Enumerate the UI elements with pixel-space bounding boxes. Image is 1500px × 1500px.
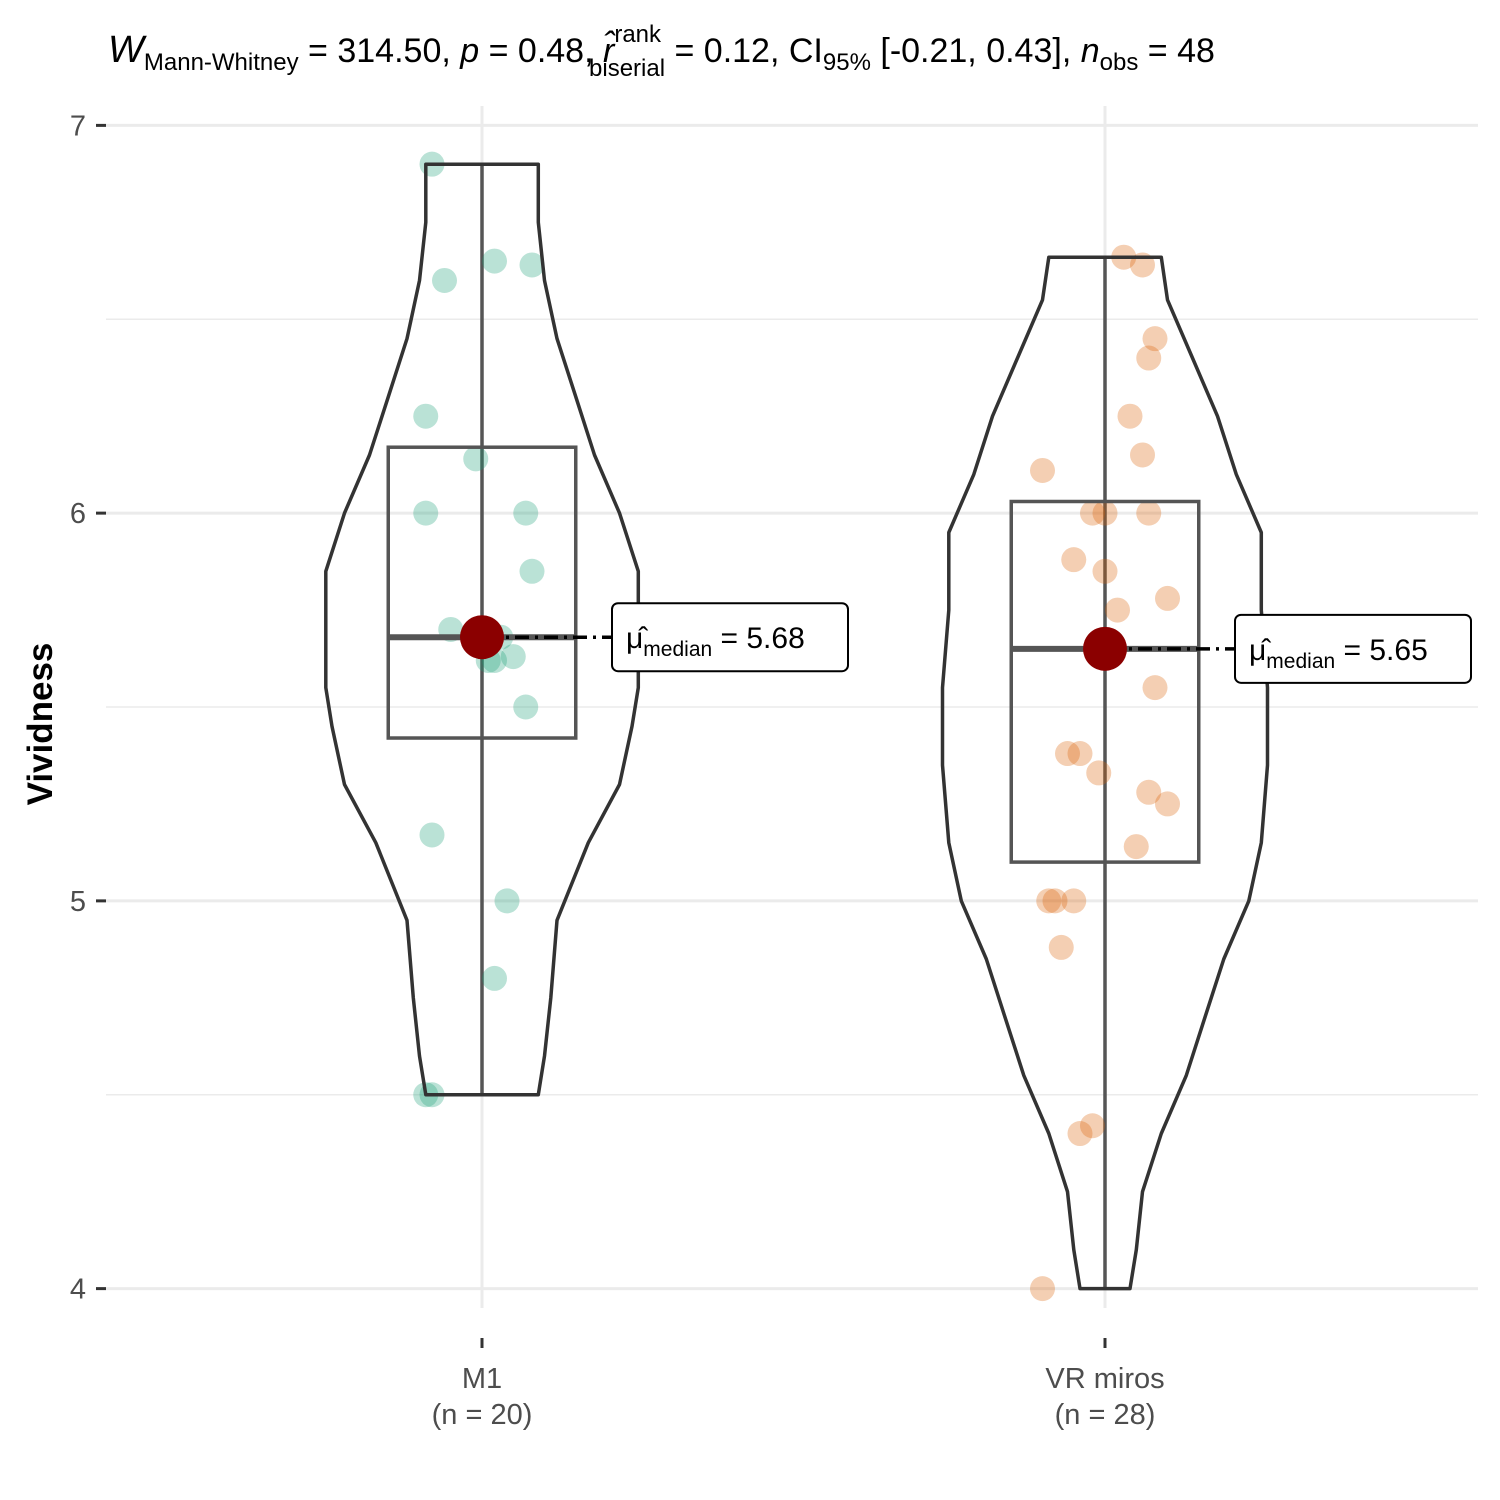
data-point	[1142, 326, 1168, 352]
data-point	[1142, 675, 1168, 701]
data-point	[1117, 403, 1143, 429]
data-point	[1055, 741, 1080, 767]
data-point	[419, 822, 445, 848]
data-point	[1048, 934, 1074, 960]
violins: μ̂median = 5.68 μ̂median = 5.65	[324, 151, 1472, 1302]
y-axis-label: Vividness	[21, 643, 60, 806]
box	[386, 445, 578, 740]
data-point	[519, 252, 545, 278]
data-point	[463, 446, 489, 472]
data-point	[1086, 760, 1112, 786]
data-point	[1105, 597, 1130, 623]
x-tick-label: M1	[462, 1363, 502, 1395]
median-label-box	[1234, 613, 1472, 684]
data-point	[1130, 442, 1155, 468]
data-point	[1067, 741, 1093, 767]
median-point	[1083, 626, 1127, 671]
data-point	[513, 500, 539, 526]
data-point	[1030, 1276, 1055, 1302]
median-point	[460, 615, 504, 660]
data-point	[1061, 547, 1087, 573]
data-point	[1136, 779, 1162, 805]
data-point	[1061, 888, 1087, 914]
data-point	[513, 694, 539, 720]
data-point	[413, 500, 439, 526]
violin-outline	[324, 162, 641, 1097]
data-point	[1155, 585, 1180, 611]
violin-outline	[940, 255, 1270, 1291]
data-point	[1136, 345, 1162, 371]
data-point	[1155, 791, 1180, 817]
chart-subtitle: WMann-Whitney = 314.50, p = 0.48, r̂rank…	[108, 21, 1215, 82]
data-point	[413, 403, 439, 429]
y-tick-label: 7	[70, 110, 86, 142]
data-point	[1030, 457, 1055, 483]
data-point	[1092, 500, 1118, 526]
data-point	[1036, 888, 1062, 914]
x-tick-label: VR miros	[1045, 1363, 1164, 1395]
data-point	[432, 267, 457, 293]
group-1: μ̂median = 5.65	[940, 244, 1472, 1302]
axes: 4 5 6 7 M1 (n = 20) VR miros (n = 28)	[70, 110, 1165, 1431]
y-tick-label: 5	[70, 886, 86, 918]
x-tick-n-label: (n = 20)	[432, 1399, 533, 1431]
median-label: μ̂median = 5.68	[626, 622, 805, 661]
y-tick-label: 6	[70, 498, 86, 530]
data-point	[482, 965, 507, 991]
data-point	[482, 248, 507, 274]
data-point	[494, 888, 520, 914]
grid	[106, 106, 1478, 1308]
data-point	[1136, 500, 1162, 526]
x-tick-n-label: (n = 28)	[1055, 1399, 1156, 1431]
data-point	[1067, 1121, 1093, 1147]
median-label: μ̂median = 5.65	[1249, 634, 1428, 673]
box	[1009, 499, 1201, 864]
data-point	[1092, 558, 1118, 584]
data-point	[1123, 834, 1149, 860]
data-point	[519, 558, 545, 584]
y-tick-label: 4	[70, 1274, 86, 1306]
median-label-box	[611, 602, 849, 673]
data-point	[1080, 1113, 1105, 1139]
data-point	[1080, 500, 1105, 526]
data-point	[500, 644, 526, 670]
group-0: μ̂median = 5.68	[324, 151, 849, 1108]
data-point	[1042, 888, 1068, 914]
